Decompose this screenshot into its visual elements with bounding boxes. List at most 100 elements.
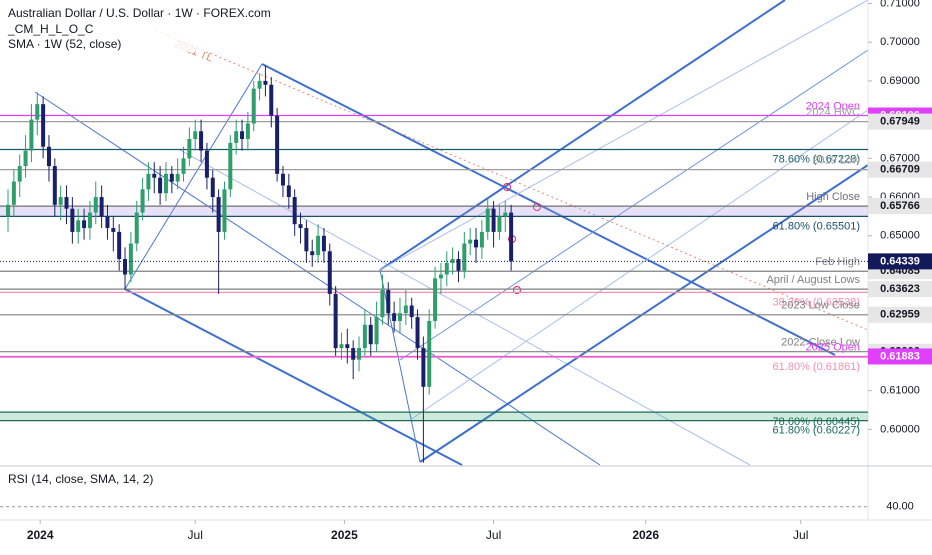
candle-body bbox=[409, 305, 414, 318]
x-tick-label: Jul bbox=[188, 528, 203, 542]
candle-body bbox=[41, 104, 46, 147]
candle-body bbox=[491, 208, 496, 232]
price-tag-label: 0.66709 bbox=[880, 164, 920, 176]
level-label: 2025 Open bbox=[806, 341, 860, 353]
level-label: 2023 Low Close bbox=[781, 300, 860, 312]
x-tick-label: Jul bbox=[793, 528, 808, 542]
candle-body bbox=[397, 313, 402, 321]
candle-body bbox=[421, 348, 426, 387]
candle-body bbox=[392, 313, 397, 321]
marker bbox=[503, 183, 511, 191]
candle-body bbox=[169, 173, 174, 182]
candle-body bbox=[17, 166, 22, 182]
candle-body bbox=[175, 173, 180, 182]
candle-body bbox=[497, 216, 502, 232]
candle-body bbox=[327, 251, 332, 294]
candle-body bbox=[316, 235, 321, 256]
candle-body bbox=[275, 115, 280, 174]
candle-body bbox=[357, 348, 362, 360]
y-tick-label: 0.60000 bbox=[880, 423, 920, 435]
candle-body bbox=[433, 278, 438, 321]
candle-body bbox=[310, 251, 315, 256]
drawings bbox=[34, 0, 869, 466]
candle-body bbox=[193, 131, 198, 139]
candle-body bbox=[134, 212, 139, 244]
x-tick-label: 2025 bbox=[331, 528, 358, 542]
marker bbox=[533, 203, 541, 211]
candle-body bbox=[403, 305, 408, 314]
candle-body bbox=[450, 259, 455, 263]
level-label: 2022 Close Low bbox=[781, 337, 860, 349]
candle-body bbox=[298, 224, 303, 229]
candle-body bbox=[187, 138, 192, 159]
level-label: High Close bbox=[806, 191, 860, 203]
candle-body bbox=[58, 197, 63, 205]
price-tag bbox=[868, 113, 932, 130]
candles bbox=[6, 65, 514, 463]
price-tag-label: 0.65766 bbox=[880, 200, 920, 212]
level-band bbox=[0, 206, 868, 217]
trendline bbox=[154, 29, 869, 331]
candle-body bbox=[374, 317, 379, 345]
candle-body bbox=[128, 243, 133, 275]
current-price-label: 0.64339 bbox=[880, 255, 920, 267]
candle-body bbox=[245, 123, 250, 139]
candle-body bbox=[216, 197, 221, 232]
candle-body bbox=[234, 131, 239, 143]
candle-body bbox=[117, 231, 122, 260]
candle-body bbox=[415, 317, 420, 349]
candle-body bbox=[386, 289, 391, 314]
candle-body bbox=[292, 197, 297, 225]
level-label: 78.60% (0.60445) bbox=[773, 416, 860, 428]
price-tag-label: 0.61883 bbox=[880, 350, 920, 362]
candle-body bbox=[462, 243, 467, 271]
candle-body bbox=[29, 119, 34, 151]
candle-body bbox=[35, 104, 40, 120]
indicator-label: SMA · 1W (52, close) bbox=[8, 37, 121, 51]
candle-body bbox=[286, 185, 291, 198]
candle-body bbox=[280, 173, 285, 186]
candle-body bbox=[140, 189, 145, 213]
candle-body bbox=[380, 289, 385, 318]
candle-body bbox=[251, 88, 256, 124]
candle-body bbox=[503, 212, 508, 217]
candle-body bbox=[163, 173, 168, 194]
level-label: 61.80% (0.65501) bbox=[773, 220, 860, 232]
candle-body bbox=[222, 189, 227, 232]
candle-body bbox=[304, 228, 309, 252]
price-tag bbox=[868, 281, 932, 298]
level-label: 78.60% (0.67228) bbox=[773, 153, 860, 165]
candle-body bbox=[199, 131, 204, 151]
candle-body bbox=[362, 324, 367, 349]
candle-body bbox=[427, 320, 432, 387]
y-tick-label: 0.65000 bbox=[880, 230, 920, 242]
y-tick-label: 0.71000 bbox=[880, 0, 920, 9]
level-label: 2019 Low bbox=[812, 155, 860, 167]
candle-body bbox=[23, 150, 28, 167]
price-tag bbox=[868, 198, 932, 215]
y-tick-label: 0.67000 bbox=[880, 152, 920, 164]
price-tag bbox=[868, 306, 932, 323]
candle-body bbox=[339, 344, 344, 349]
candle-body bbox=[82, 220, 87, 229]
y-tick-label: 0.61000 bbox=[880, 385, 920, 397]
candle-body bbox=[474, 239, 479, 248]
x-tick-label: 2024 bbox=[27, 528, 54, 542]
marker bbox=[513, 286, 521, 294]
price-tag-label: 0.62959 bbox=[880, 309, 920, 321]
candle-body bbox=[152, 173, 157, 178]
candle-body bbox=[468, 239, 473, 244]
channel-line bbox=[409, 109, 869, 421]
level-label: 2024 HWC bbox=[806, 107, 860, 119]
candle-body bbox=[345, 344, 350, 349]
price-tag bbox=[868, 348, 932, 365]
candle-body bbox=[6, 204, 11, 217]
channel-line bbox=[399, 49, 869, 361]
channel-line bbox=[379, 0, 786, 271]
candle-body bbox=[99, 197, 104, 217]
candle-body bbox=[87, 212, 92, 229]
channel-line bbox=[34, 91, 601, 466]
candle-body bbox=[257, 80, 262, 89]
channel-line bbox=[379, 0, 869, 271]
